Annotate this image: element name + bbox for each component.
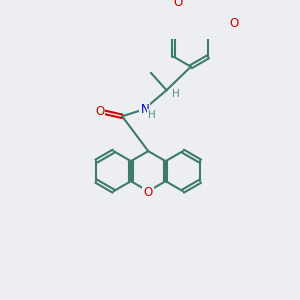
Text: H: H — [172, 89, 180, 99]
Text: H: H — [148, 110, 156, 120]
Text: N: N — [140, 103, 149, 116]
Text: O: O — [144, 186, 153, 199]
Text: O: O — [95, 105, 104, 118]
Text: O: O — [173, 0, 182, 9]
Text: O: O — [230, 17, 239, 30]
